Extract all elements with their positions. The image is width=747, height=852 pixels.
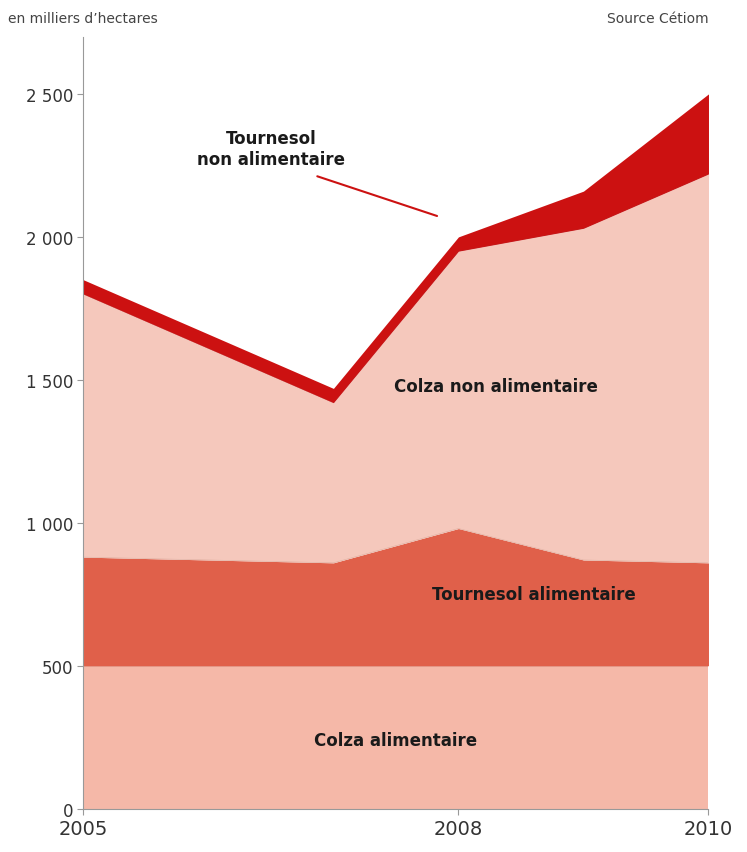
Text: Colza non alimentaire: Colza non alimentaire xyxy=(394,377,598,395)
Text: Tournesol alimentaire: Tournesol alimentaire xyxy=(432,585,636,603)
Text: Tournesol
non alimentaire: Tournesol non alimentaire xyxy=(197,130,345,169)
Text: en milliers d’hectares: en milliers d’hectares xyxy=(8,12,158,26)
Text: Source Cétiom: Source Cétiom xyxy=(607,12,708,26)
Text: Colza alimentaire: Colza alimentaire xyxy=(314,731,477,749)
